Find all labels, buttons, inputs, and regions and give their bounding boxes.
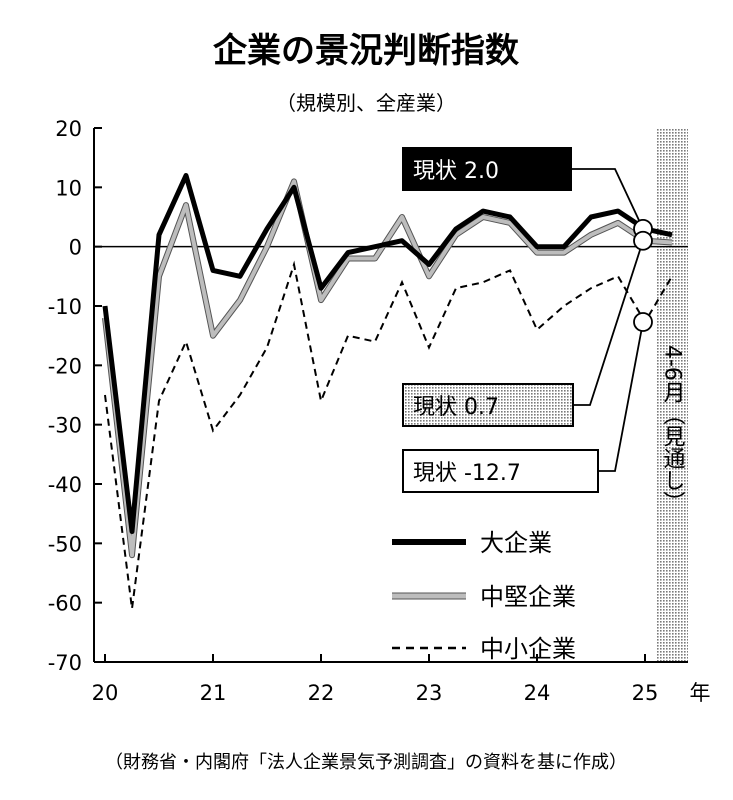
y-tick-labels: 20 10 0 -10 -20 -30 -40 -50 -60 -70 xyxy=(48,117,82,675)
forecast-band: 4-6月（見通し） xyxy=(657,128,688,662)
y-tick-label: -10 xyxy=(48,295,82,319)
callout-label-0: 現状 2.0 xyxy=(413,159,499,184)
legend-label-1: 中堅企業 xyxy=(480,583,576,611)
x-tick-label: 24 xyxy=(524,681,551,705)
callout-leader-0 xyxy=(571,168,644,230)
chart-subtitle: （規模別、全産業） xyxy=(276,91,456,115)
forecast-shading xyxy=(657,128,688,662)
x-tick-label: 22 xyxy=(308,681,335,705)
callout-label-2: 現状 -12.7 xyxy=(413,461,521,486)
series-line-2 xyxy=(104,260,673,609)
forecast-label: 4-6月（見通し） xyxy=(660,345,686,513)
series-lines xyxy=(102,173,673,609)
x-tick-label: 25 xyxy=(632,681,659,705)
callout-box-2 xyxy=(402,449,599,493)
y-tick-label: 0 xyxy=(69,236,82,260)
x-tick-label: 20 xyxy=(92,681,119,705)
x-tick-label: 21 xyxy=(200,681,227,705)
current-marker-2 xyxy=(633,312,653,332)
y-tick-label: -50 xyxy=(48,532,82,556)
callout-leader-1 xyxy=(573,240,644,406)
y-tick-label: -30 xyxy=(48,414,82,438)
y-tick-label: -40 xyxy=(48,473,82,497)
series-line-0 xyxy=(102,173,673,534)
y-tick-label: -70 xyxy=(48,651,82,675)
legend-label-2: 中小企業 xyxy=(480,635,576,663)
x-unit-label: 年 xyxy=(690,681,711,705)
y-tick-label: -20 xyxy=(48,354,82,378)
callout-leader-2 xyxy=(598,321,644,472)
callout-box-0 xyxy=(402,147,572,191)
current-marker-1 xyxy=(633,230,653,251)
series-line-1 xyxy=(103,179,673,558)
y-tick-label: 20 xyxy=(55,117,82,141)
y-tick-label: 10 xyxy=(55,176,82,200)
source-note: （財務省・内閣府「法人企業景気予測調査」の資料を基に作成） xyxy=(105,752,627,773)
x-tick-labels: 20 21 22 23 24 25 年 xyxy=(92,681,711,705)
chart-title: 企業の景況判断指数 xyxy=(213,31,519,71)
x-tick-label: 23 xyxy=(416,681,443,705)
callouts: 現状 2.0 現状 0.7 現状 -12.7 xyxy=(402,147,653,493)
callout-label-1: 現状 0.7 xyxy=(413,395,499,420)
y-tick-label: -60 xyxy=(48,592,82,616)
legend-label-0: 大企業 xyxy=(480,529,552,557)
callout-box-1 xyxy=(402,383,574,427)
